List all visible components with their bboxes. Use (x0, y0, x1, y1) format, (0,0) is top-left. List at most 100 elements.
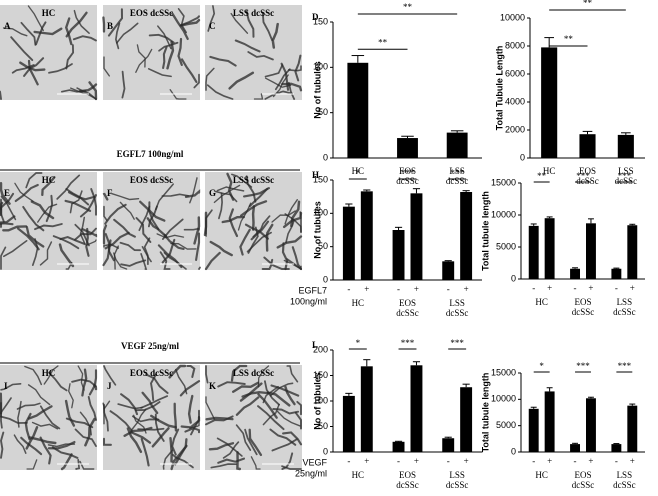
panel-letter: B (107, 21, 113, 31)
tubule (269, 382, 294, 397)
y-tick-label: 10000 (491, 209, 516, 219)
tubule (198, 266, 201, 270)
y-tick-label: 2000 (505, 124, 525, 134)
tubule (210, 463, 237, 469)
significance-label: * (539, 361, 544, 371)
x-tick-label: LSS (449, 470, 465, 480)
treatment-sign: + (547, 456, 552, 466)
tubule (19, 61, 46, 72)
tubule (171, 12, 189, 41)
tubule (221, 215, 245, 224)
tubule (139, 200, 166, 222)
tubule (180, 58, 198, 83)
tubule (0, 402, 3, 429)
tubule (16, 227, 40, 251)
tubule (217, 381, 246, 388)
tubule (281, 242, 289, 271)
tubule (140, 437, 150, 467)
significance-label: *** (401, 168, 415, 178)
tubule (250, 456, 261, 470)
tubule (235, 396, 260, 416)
tubule (286, 365, 299, 383)
panel-letter: A (4, 21, 11, 31)
treatment-sign: - (532, 283, 535, 293)
tubule (140, 395, 169, 409)
treatment-sign: - (397, 284, 400, 294)
tubule (263, 256, 290, 270)
x-tick-label: dcSSc (446, 176, 469, 186)
y-tick-label: 100 (313, 208, 328, 218)
tubule (103, 205, 108, 221)
x-tick-label: dcSSc (446, 480, 469, 490)
tubule (265, 223, 274, 252)
tubule (143, 237, 151, 266)
x-tick-label: dcSSc (396, 480, 419, 490)
tubule (184, 189, 201, 198)
tubule (135, 217, 152, 243)
tubule (136, 44, 146, 68)
tubule (264, 90, 293, 100)
tubule (170, 242, 197, 250)
y-axis-label: Total Tubule Length (494, 46, 504, 131)
tubule (0, 246, 7, 270)
tubule (204, 251, 221, 271)
treatment-label: VEGF (302, 457, 327, 467)
panel-letter: F (107, 188, 113, 198)
significance-label: ** (583, 0, 593, 8)
tubule (92, 384, 98, 391)
tubule (240, 200, 268, 217)
tubule (230, 364, 248, 382)
tubule (113, 245, 120, 270)
bar (586, 398, 596, 452)
treatment-sign: - (447, 456, 450, 466)
tubule (291, 246, 303, 271)
tubule (180, 416, 201, 429)
panel-label: HC (42, 175, 56, 185)
tubule (209, 240, 233, 257)
treatment-sign: - (532, 456, 535, 466)
tubule (84, 417, 96, 447)
treatment-sign: + (630, 283, 635, 293)
significance-label: *** (618, 361, 632, 371)
treatment-sign: + (414, 456, 419, 466)
panel-letter: G (209, 188, 216, 198)
tubule (103, 365, 117, 386)
tubule (187, 394, 194, 424)
significance-label: *** (576, 361, 590, 371)
tubule (115, 22, 121, 50)
tubule (284, 213, 302, 233)
x-tick-label: EOS (574, 470, 591, 480)
x-tick-label: HC (535, 470, 548, 480)
tubule (130, 408, 147, 432)
tubule (41, 176, 56, 197)
y-tick-label: 100 (313, 62, 328, 72)
tubule (52, 235, 80, 250)
tubule (27, 59, 39, 86)
tubule (193, 73, 200, 89)
tubule (39, 436, 52, 465)
significance-label: ** (378, 37, 388, 47)
tubule (39, 405, 61, 430)
tubule (257, 393, 278, 419)
treatment-sign: + (588, 283, 593, 293)
tubule (0, 431, 5, 459)
panel-label: EOS dcSSc (130, 8, 173, 18)
treatment-sign: + (364, 284, 369, 294)
y-tick-label: 200 (313, 344, 328, 354)
tubule (235, 424, 252, 451)
tubule (113, 252, 128, 270)
tubule (79, 194, 97, 218)
tubule (31, 238, 39, 267)
tubule (33, 27, 63, 36)
tubule (188, 420, 200, 429)
x-tick-label: dcSSc (613, 307, 636, 317)
tubule (264, 77, 292, 88)
tubule (24, 365, 43, 386)
bar (611, 444, 622, 452)
tubule (3, 240, 28, 258)
tubule (246, 231, 272, 253)
micrograph (103, 5, 200, 100)
tubule (236, 451, 242, 471)
tubule (244, 223, 269, 240)
tubule (270, 384, 300, 397)
